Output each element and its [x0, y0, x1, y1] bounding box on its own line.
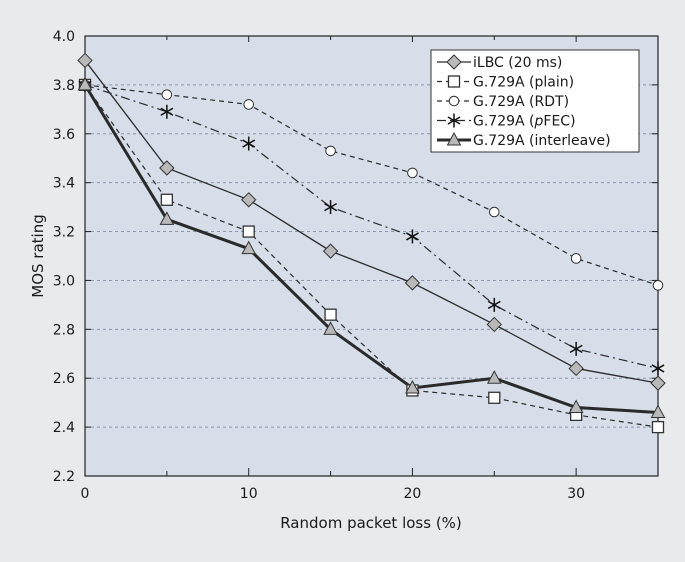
- square-marker: [651, 420, 665, 434]
- legend-label: iLBC (20 ms): [473, 55, 562, 71]
- x-tick-label: 0: [81, 486, 90, 502]
- series-line: [84, 84, 659, 370]
- legend-label: G.729A (plain): [473, 75, 574, 91]
- diamond-marker: [241, 192, 257, 208]
- triangle-marker: [650, 404, 666, 418]
- series-markers-0: [77, 52, 666, 391]
- asterisk-marker: [242, 136, 256, 151]
- y-tick-label: 3.8: [53, 78, 75, 94]
- square-marker: [160, 193, 174, 206]
- x-tick-label: 30: [567, 486, 585, 502]
- series-4: [83, 84, 659, 414]
- circle-marker: [161, 89, 173, 100]
- ticks: 2.2 2.4 2.6 2.8 3.0 3.2 3.4 3.6 3.8 4.0 0 10 20 30: [53, 29, 658, 502]
- series-group: [77, 52, 666, 434]
- y-tick-label: 2.6: [53, 371, 75, 387]
- asterisk-stroke: [405, 232, 419, 241]
- y-tick-label: 2.4: [53, 420, 75, 436]
- asterisk-marker: [160, 104, 174, 119]
- triangle-marker: [241, 240, 257, 255]
- y-tick-label: 3.4: [53, 176, 75, 192]
- circle-marker: [570, 253, 582, 264]
- circle-marker: [652, 280, 664, 291]
- asterisk-stroke: [242, 139, 256, 148]
- asterisk-stroke: [651, 364, 665, 373]
- circle-marker: [325, 145, 336, 157]
- square-marker: [488, 391, 501, 404]
- x-axis-title: Random packet loss (%): [280, 514, 462, 532]
- asterisk-stroke: [160, 107, 174, 116]
- asterisk-marker: [487, 297, 501, 312]
- asterisk-marker: [324, 200, 338, 215]
- triangle-marker: [446, 131, 462, 146]
- legend-label: G.729A (RDT): [473, 94, 569, 110]
- square-marker: [242, 225, 255, 238]
- x-tick-label: 20: [404, 486, 422, 502]
- triangle-marker: [77, 76, 93, 91]
- square-marker: [324, 308, 337, 321]
- diamond-marker: [446, 54, 462, 70]
- circle-marker: [488, 206, 500, 218]
- square-marker: [447, 75, 461, 88]
- y-tick-label: 3.0: [53, 273, 75, 289]
- diamond-marker: [568, 360, 584, 377]
- series-line: [84, 60, 659, 384]
- legend-label: G.729A (interleave): [473, 133, 611, 149]
- y-tick-label: 2.2: [53, 469, 75, 485]
- asterisk-marker: [569, 341, 583, 356]
- triangle-marker: [568, 399, 584, 414]
- asterisk-marker: [405, 229, 419, 244]
- series-line: [84, 84, 659, 286]
- circle-marker: [243, 99, 255, 110]
- legend: iLBC (20 ms) G.729A (plain) G.729A (RDT) G.…: [430, 49, 640, 153]
- diamond-marker: [404, 275, 421, 291]
- asterisk-stroke: [447, 116, 461, 125]
- series-line: [83, 84, 659, 414]
- y-tick-label: 2.8: [53, 322, 75, 338]
- circle-marker: [448, 95, 460, 107]
- y-tick-label: 3.2: [53, 225, 75, 241]
- x-tick-label: 10: [240, 486, 258, 502]
- series-2: [84, 84, 659, 286]
- asterisk-marker: [447, 113, 461, 128]
- series-1: [84, 84, 659, 428]
- triangle-marker: [323, 321, 338, 335]
- diamond-marker: [322, 243, 339, 259]
- y-tick-label: 3.6: [53, 127, 75, 143]
- circle-marker: [407, 167, 418, 179]
- legend-label: G.729A (pFEC): [473, 114, 576, 130]
- diamond-marker: [650, 375, 666, 391]
- series-3: [84, 84, 659, 370]
- series-markers-4: [77, 76, 666, 418]
- series-line: [84, 84, 659, 428]
- asterisk-stroke: [569, 344, 583, 354]
- y-axis-title: MOS rating: [29, 214, 47, 297]
- y-tick-label: 4.0: [53, 29, 75, 45]
- triangle-marker: [159, 211, 175, 225]
- diamond-marker: [159, 160, 175, 176]
- triangle-marker: [486, 370, 502, 384]
- diamond-marker: [77, 52, 93, 69]
- triangle-marker: [405, 379, 420, 394]
- asterisk-stroke: [487, 300, 501, 310]
- asterisk-stroke: [324, 202, 338, 212]
- diamond-marker: [486, 316, 502, 333]
- asterisk-marker: [651, 361, 665, 376]
- series-0: [84, 60, 659, 384]
